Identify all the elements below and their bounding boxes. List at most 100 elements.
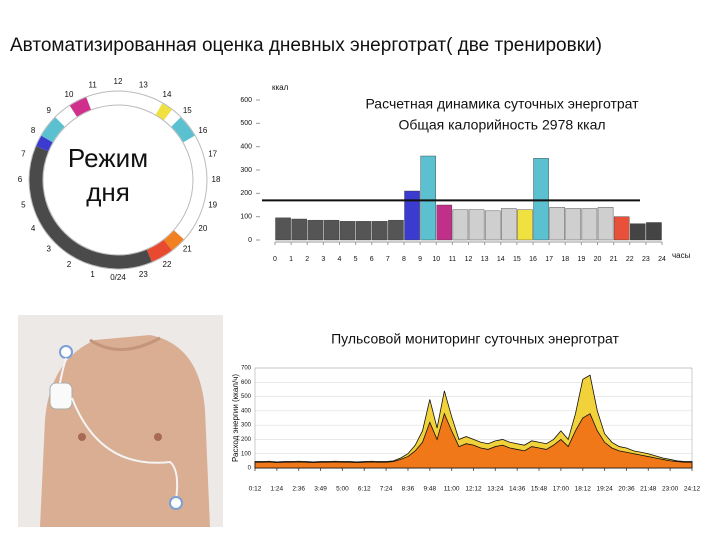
- y-tick-label: 400: [241, 408, 252, 414]
- hour-label: 3: [46, 244, 51, 253]
- x-tick-label: 21:48: [640, 486, 657, 493]
- x-tick-label: 23:00: [662, 486, 679, 493]
- bar: [291, 218, 307, 241]
- x-tick-label: 8:36: [402, 486, 415, 493]
- ring-segment: [69, 97, 92, 117]
- bar: [404, 190, 420, 241]
- chart-title: Пульсовой мониторинг суточных энерготрат: [331, 331, 619, 347]
- ring-segment: [171, 117, 195, 143]
- x-tick-label: 17:00: [553, 486, 570, 493]
- hour-label: 10: [65, 90, 74, 99]
- chart-subtitle: Расчетная динамика суточных энерготрат: [365, 96, 639, 112]
- y-axis-label: Расход энергии (ккал/ч): [231, 374, 240, 462]
- bar: [339, 221, 356, 241]
- y-tick-label: 0: [248, 466, 252, 472]
- y-tick-label: 300: [241, 423, 252, 429]
- ring-outline: [28, 90, 208, 270]
- x-tick-label: 7:24: [380, 486, 393, 493]
- torso: [40, 335, 210, 527]
- electrode: [169, 496, 183, 510]
- x-tick-label: 16: [529, 256, 537, 263]
- x-tick-label: 1:24: [271, 486, 284, 493]
- x-tick-label: 13: [481, 256, 489, 263]
- y-tick-label: 100: [240, 214, 252, 221]
- hour-label: 22: [163, 260, 172, 269]
- hour-label: 20: [198, 224, 207, 233]
- bar: [646, 222, 662, 241]
- neck-line: [89, 336, 161, 351]
- hour-label: 19: [208, 200, 217, 209]
- x-tick-label: 14:36: [509, 486, 526, 493]
- x-tick-label: 6:12: [358, 486, 371, 493]
- nipple: [154, 433, 162, 441]
- y-tick-label: 400: [240, 144, 252, 151]
- x-tick-label: 14: [497, 256, 505, 263]
- hour-label: 7: [21, 150, 26, 159]
- hour-label: 8: [31, 126, 36, 135]
- hour-label: 16: [198, 126, 207, 135]
- x-tick-label: 12:12: [465, 486, 482, 493]
- y-tick-label: 200: [241, 437, 252, 443]
- x-tick-label: 20: [594, 256, 602, 263]
- ring-segment: [163, 230, 184, 251]
- y-tick-label: 500: [240, 120, 252, 127]
- x-tick-label: 15: [513, 256, 521, 263]
- bar: [630, 223, 646, 241]
- x-tick-label: 0: [273, 256, 277, 263]
- bar: [436, 204, 453, 241]
- bar: [468, 209, 485, 241]
- x-tick-label: 20:36: [618, 486, 635, 493]
- hour-label: 23: [139, 270, 148, 279]
- slide-title: Автоматизированная оценка дневных энерго…: [10, 35, 602, 56]
- x-tick-label: 9: [418, 256, 422, 263]
- x-tick-label: 24: [658, 256, 666, 263]
- hour-label: 14: [163, 90, 172, 99]
- bar: [355, 221, 372, 241]
- electrode: [59, 345, 73, 359]
- x-tick-label: 15:48: [531, 486, 548, 493]
- y-axis-label: ккал: [272, 83, 289, 92]
- bar: [388, 219, 404, 241]
- x-tick-label: 3: [321, 256, 325, 263]
- bar: [307, 219, 324, 241]
- wire: [59, 357, 179, 501]
- photo: [18, 315, 223, 527]
- ring-segment: [36, 135, 53, 152]
- hour-label: 6: [18, 175, 23, 184]
- x-tick-label: 19: [577, 256, 585, 263]
- x-tick-label: 2:36: [292, 486, 305, 493]
- x-tick-label: 11: [449, 256, 456, 263]
- hour-label: 5: [21, 200, 26, 209]
- ring-outline: [42, 104, 194, 256]
- hour-label: 4: [31, 224, 36, 233]
- bar: [517, 209, 533, 241]
- x-tick-label: 11:00: [444, 486, 460, 493]
- ring-center-text: Режим: [68, 143, 148, 173]
- hour-label: 1: [90, 270, 95, 279]
- x-tick-label: 5:00: [336, 486, 349, 493]
- y-tick-label: 0: [248, 237, 252, 244]
- y-tick-label: 700: [241, 366, 252, 372]
- bar: [597, 207, 614, 241]
- x-tick-label: 24:12: [684, 486, 701, 493]
- bar: [323, 219, 340, 241]
- x-tick-label: 4: [338, 256, 342, 263]
- y-tick-label: 600: [240, 97, 252, 104]
- hour-label: 15: [183, 106, 192, 115]
- bar: [613, 216, 630, 241]
- hour-label: 2: [67, 260, 72, 269]
- x-tick-label: 22: [626, 256, 634, 263]
- hour-label: 12: [114, 77, 123, 86]
- y-tick-label: 300: [240, 167, 252, 174]
- hour-label: 11: [88, 80, 97, 89]
- x-tick-label: 3:49: [314, 486, 327, 493]
- x-tick-label: 17: [545, 256, 553, 263]
- bar: [501, 208, 517, 241]
- bar: [372, 221, 388, 241]
- bar: [565, 208, 582, 241]
- bar: [484, 210, 501, 241]
- x-tick-label: 19:24: [596, 486, 613, 493]
- bar: [581, 208, 598, 241]
- x-tick-label: 2: [305, 256, 309, 263]
